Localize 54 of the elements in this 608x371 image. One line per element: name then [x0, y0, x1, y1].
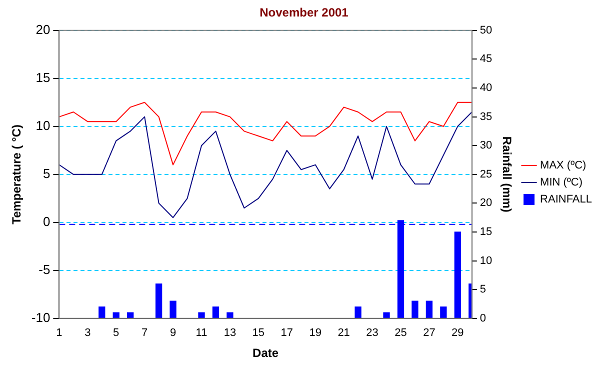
x-tick-label: 3	[84, 327, 91, 340]
bar	[426, 300, 433, 318]
y2-tick-label: 40	[480, 82, 492, 94]
y2-tick-label: 5	[480, 284, 486, 296]
y2-tick-label: 50	[480, 24, 492, 36]
bar	[98, 306, 106, 318]
x-tick-label: 23	[366, 327, 378, 340]
bar	[354, 306, 362, 318]
x-axis-title: Date	[252, 346, 279, 360]
x-tick-label: 9	[170, 327, 176, 340]
y2-tick-label: 10	[480, 254, 492, 267]
y2-tick-label: 30	[480, 140, 492, 152]
y2-tick-label: 25	[480, 168, 492, 180]
bar	[412, 300, 418, 318]
x-tick-label: 17	[280, 327, 294, 340]
bar	[170, 300, 176, 318]
y-axis-title: Temperature ( °C)	[10, 124, 24, 224]
y-tick-label: 10	[36, 118, 50, 133]
bar	[212, 306, 220, 318]
x-tick-label: 21	[338, 327, 350, 340]
chart-title: November 2001	[260, 6, 349, 20]
y2-tick-label: 35	[480, 110, 492, 123]
y2-tick-label: 0	[480, 312, 486, 324]
bar	[112, 312, 120, 318]
legend-label: RAINFALL	[540, 194, 592, 206]
y2-tick-label: 45	[480, 53, 492, 66]
legend-label: MIN (ºC)	[540, 176, 583, 189]
bar	[127, 312, 134, 318]
x-tick-label: 27	[423, 327, 436, 340]
y-tick-label: 20	[36, 22, 50, 37]
y2-axis-title: Rainfall (mm)	[500, 136, 514, 212]
bar	[155, 284, 162, 318]
bar	[198, 312, 205, 318]
bar	[454, 232, 461, 318]
x-tick-label: 1	[56, 327, 62, 340]
x-tick-label: 5	[113, 327, 120, 340]
x-tick-label: 15	[252, 327, 265, 340]
x-tick-label: 13	[224, 327, 236, 340]
y2-tick-label: 20	[480, 197, 492, 210]
x-tick-label: 7	[142, 327, 148, 340]
y-tick-label: -5	[38, 262, 50, 277]
y-tick-label: 0	[42, 214, 50, 229]
y-tick-label: 5	[42, 166, 50, 181]
y2-tick-label: 15	[480, 226, 492, 238]
y-tick-label: 15	[36, 70, 50, 85]
y-tick-label: -10	[31, 310, 50, 325]
x-tick-label: 25	[394, 327, 407, 340]
bar	[226, 312, 234, 318]
x-tick-label: 29	[452, 327, 464, 340]
x-tick-label: 19	[309, 327, 322, 340]
bar	[440, 306, 447, 318]
legend-label: MAX (ºC)	[540, 160, 586, 172]
bar	[383, 312, 390, 318]
x-tick-label: 11	[196, 327, 208, 340]
